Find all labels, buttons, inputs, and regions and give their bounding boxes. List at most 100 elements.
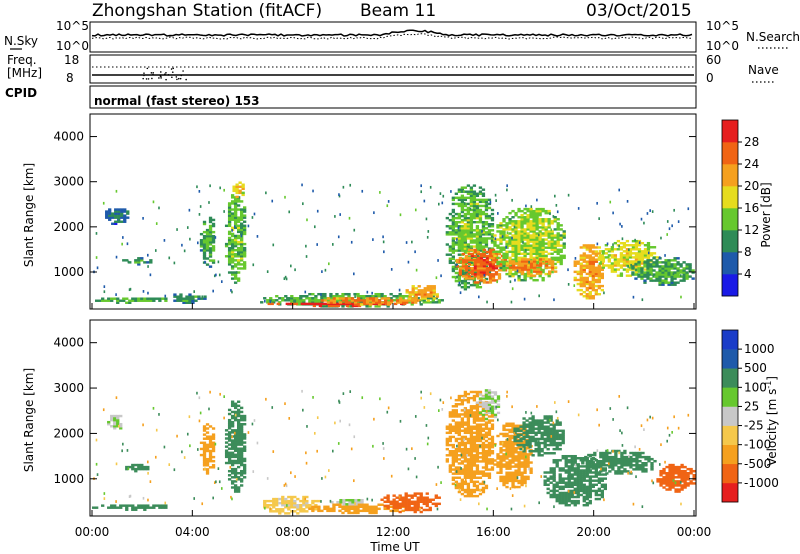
heatmap-cell (481, 192, 486, 195)
heatmap-cell (469, 190, 474, 193)
nsky-tick-bottom: 10^0 (56, 39, 89, 53)
heatmap-cell (502, 262, 506, 266)
heatmap-cell (579, 268, 583, 272)
heatmap-cell (481, 452, 486, 455)
heatmap-cell (523, 457, 527, 460)
heatmap-cell (353, 509, 357, 513)
heatmap-cell (588, 501, 592, 505)
heatmap-cell (490, 443, 495, 447)
heatmap-cell (508, 226, 512, 229)
heatmap-cell (546, 425, 550, 428)
heatmap-cell (553, 234, 557, 237)
heatmap-cell (591, 264, 595, 267)
heatmap-cell (232, 187, 236, 191)
heatmap-cell (603, 487, 607, 491)
heatmap-cell (473, 269, 478, 272)
heatmap-cell (464, 277, 469, 280)
heatmap-cell (523, 234, 527, 237)
heatmap-cell (188, 295, 192, 298)
heatmap-cell (317, 505, 321, 509)
heatmap-cell (664, 275, 668, 278)
heatmap-cell (559, 248, 563, 251)
heatmap-cell (479, 262, 484, 266)
heatmap-cell (371, 511, 375, 515)
heatmap-cell (448, 245, 452, 248)
heatmap-cell (475, 225, 480, 228)
heatmap-cell (570, 491, 574, 495)
heatmap-cell (523, 246, 527, 249)
heatmap-cell (302, 295, 306, 298)
heatmap-cell (227, 206, 232, 209)
heatmap-cell (466, 237, 471, 240)
heatmap-cell (473, 254, 478, 258)
heatmap-cell (588, 483, 592, 487)
heatmap-cell (523, 264, 528, 267)
heatmap-cell (674, 274, 677, 278)
heatmap-cell (236, 261, 241, 264)
heatmap-cell (429, 185, 432, 189)
heatmap-cell (573, 477, 577, 480)
heatmap-cell (597, 479, 601, 482)
heatmap-cell (463, 468, 468, 471)
heatmap-cell (511, 465, 515, 468)
heatmap-cell (440, 299, 444, 302)
heatmap-cell (484, 456, 489, 459)
heatmap-cell (351, 498, 355, 502)
heatmap-cell (140, 297, 144, 300)
heatmap-cell (603, 291, 605, 295)
heatmap-cell (591, 278, 595, 282)
heatmap-cell (208, 218, 213, 222)
heatmap-cell (562, 234, 566, 237)
heatmap-cell (597, 276, 601, 280)
heatmap-cell (423, 289, 427, 292)
heatmap-cell (354, 295, 356, 299)
heatmap-cell (454, 403, 459, 406)
heatmap-cell (469, 413, 474, 416)
heatmap-cell (523, 467, 527, 470)
heatmap-cell (411, 240, 413, 244)
heatmap-cell (236, 490, 241, 493)
heatmap-cell (463, 285, 468, 289)
heatmap-cell (155, 504, 159, 507)
heatmap-cell (537, 429, 541, 433)
heatmap-cell (233, 218, 238, 221)
heatmap-cell (347, 507, 351, 511)
heatmap-cell (523, 276, 527, 280)
heatmap-cell (140, 465, 144, 469)
heatmap-cell (395, 509, 399, 513)
heatmap-cell (600, 274, 604, 278)
heatmap-cell (594, 268, 598, 272)
heatmap-cell (478, 190, 483, 193)
heatmap-cell (555, 423, 559, 426)
heatmap-cell (550, 242, 554, 245)
heatmap-cell (496, 465, 500, 468)
heatmap-cell (594, 252, 598, 255)
heatmap-cell (576, 487, 580, 491)
heatmap-cell (523, 232, 527, 235)
heatmap-cell (457, 470, 462, 473)
heatmap-cell (469, 212, 474, 216)
heatmap-cell (526, 244, 530, 247)
heatmap-cell (460, 470, 465, 473)
heatmap-cell (490, 212, 495, 216)
heatmap-cell (473, 267, 478, 270)
heatmap-cell (497, 277, 502, 280)
heatmap-cell (422, 301, 426, 304)
heatmap-cell (96, 266, 99, 270)
heatmap-cell (667, 271, 671, 274)
heatmap-cell (460, 435, 465, 439)
heatmap-cell (479, 258, 484, 262)
heatmap-cell (463, 474, 468, 477)
heatmap-cell (582, 497, 586, 501)
heatmap-cell (233, 271, 238, 274)
heatmap-cell (531, 435, 535, 439)
heatmap-cell (454, 423, 459, 426)
heatmap-cell (239, 453, 244, 457)
heatmap-cell (556, 234, 560, 237)
heatmap-cell (529, 248, 533, 251)
heatmap-cell (475, 468, 480, 471)
heatmap-cell (634, 241, 639, 245)
heatmap-cell (508, 436, 512, 440)
heatmap-cell (597, 264, 601, 267)
heatmap-cell (479, 238, 481, 241)
